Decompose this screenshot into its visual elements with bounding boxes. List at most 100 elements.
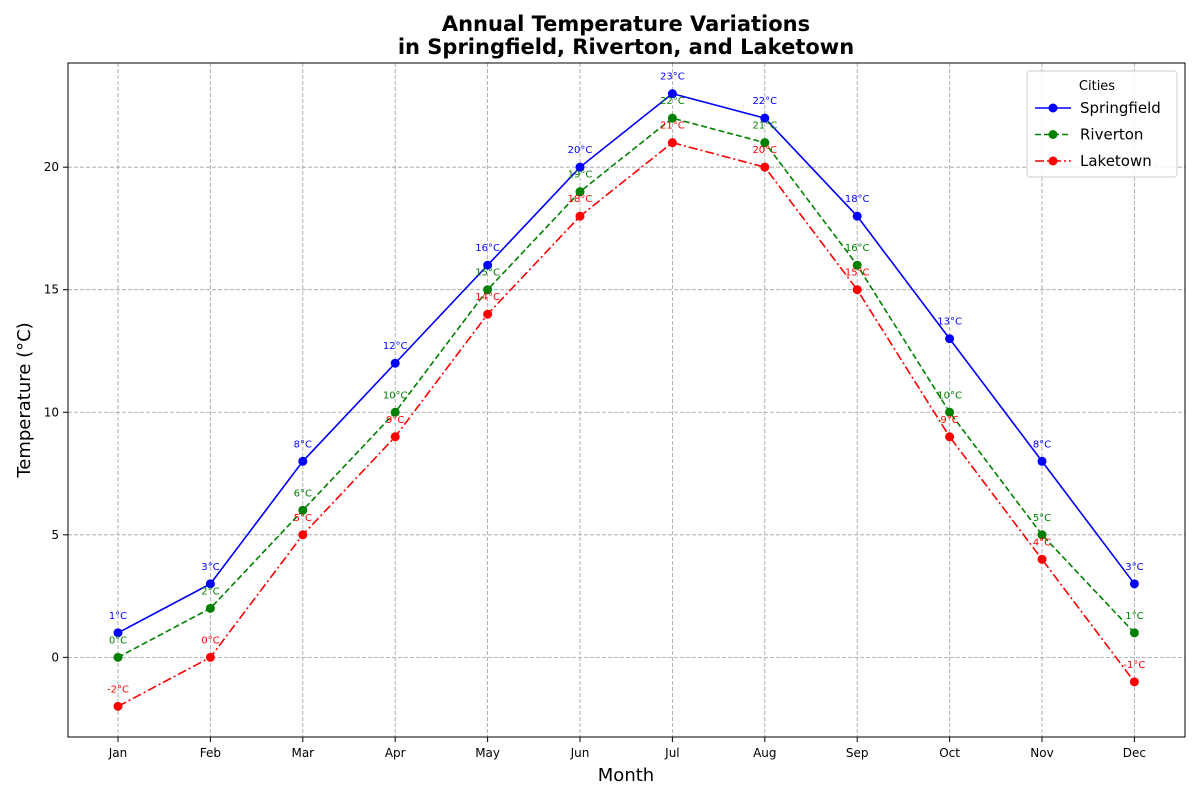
data-point-riverton: [298, 505, 308, 515]
data-point-springfield: [852, 211, 862, 221]
data-point-laketown: [1037, 554, 1047, 564]
data-point-riverton: [760, 138, 770, 148]
data-point-springfield: [298, 456, 308, 466]
x-tick-label: Aug: [753, 746, 776, 760]
data-point-riverton: [113, 652, 123, 662]
chart-title-line-1: Annual Temperature Variations: [442, 12, 810, 36]
legend-marker-springfield: [1048, 103, 1058, 113]
data-label-riverton: 21°C: [752, 121, 777, 132]
data-label-laketown: 18°C: [568, 194, 593, 205]
grid-lines: [68, 63, 1185, 737]
legend: Cities Springfield Riverton Laketown: [1026, 70, 1178, 178]
data-label-springfield: 3°C: [201, 562, 219, 573]
y-tick-label: 0: [51, 650, 59, 664]
x-tick-label: Oct: [939, 746, 960, 760]
data-label-springfield: 8°C: [294, 439, 312, 450]
x-tick-label: Jul: [664, 746, 679, 760]
chart-title-line-2: in Springfield, Riverton, and Laketown: [398, 35, 854, 59]
y-tick-label: 20: [44, 160, 59, 174]
x-tick-label: Sep: [846, 746, 869, 760]
data-label-laketown: 20°C: [752, 145, 777, 156]
data-label-laketown: 0°C: [201, 635, 219, 646]
x-axis-label: Month: [598, 765, 654, 786]
data-point-riverton: [1037, 530, 1047, 540]
data-label-springfield: 18°C: [845, 194, 870, 205]
data-label-springfield: 12°C: [383, 341, 408, 352]
legend-marker-riverton: [1048, 130, 1058, 139]
data-label-riverton: 1°C: [1125, 611, 1143, 622]
legend-label-springfield: Springfield: [1080, 99, 1161, 117]
legend-title: Cities: [1079, 79, 1115, 94]
data-label-riverton: 2°C: [201, 586, 219, 597]
data-label-laketown: 4°C: [1033, 537, 1051, 548]
data-point-laketown: [667, 138, 677, 148]
data-point-springfield: [1129, 579, 1139, 589]
data-label-laketown: 9°C: [940, 415, 958, 426]
data-point-springfield: [760, 113, 770, 123]
data-label-riverton: 10°C: [383, 390, 408, 401]
legend-box: [1026, 70, 1178, 178]
data-point-laketown: [205, 652, 215, 662]
data-label-springfield: 20°C: [568, 145, 593, 156]
legend-marker-laketown: [1048, 156, 1058, 166]
x-tick-label: Apr: [385, 746, 406, 760]
data-point-riverton: [390, 407, 400, 417]
data-label-laketown: -2°C: [107, 684, 129, 695]
data-point-springfield: [205, 579, 215, 589]
data-label-springfield: 23°C: [660, 72, 685, 83]
data-point-springfield: [1037, 456, 1047, 466]
data-label-springfield: 3°C: [1125, 562, 1143, 573]
data-series: [113, 89, 1139, 711]
series-line-springfield: [117, 92, 1136, 634]
data-point-laketown: [852, 285, 862, 295]
data-label-springfield: 1°C: [109, 611, 127, 622]
series-line-laketown: [117, 141, 1136, 708]
x-tick-label: Dec: [1123, 746, 1146, 760]
x-tick-label: May: [475, 746, 500, 760]
tick-labels: Jan Feb Mar Apr May Jun Jul Aug Sep Oct Nov Dec 0 5 10…: [44, 160, 1146, 760]
data-label-springfield: 13°C: [937, 317, 962, 328]
legend-label-laketown: Laketown: [1080, 152, 1152, 170]
data-label-riverton: 6°C: [294, 488, 312, 499]
data-label-riverton: 5°C: [1033, 513, 1051, 524]
data-point-laketown: [390, 432, 400, 442]
y-tick-label: 5: [51, 528, 59, 542]
data-point-laketown: [575, 211, 585, 221]
data-label-springfield: 22°C: [752, 96, 777, 107]
data-point-riverton: [483, 285, 493, 295]
data-label-laketown: 9°C: [386, 415, 404, 426]
data-point-laketown: [945, 432, 955, 442]
data-label-laketown: -1°C: [1123, 660, 1145, 671]
data-point-springfield: [113, 628, 123, 638]
data-label-springfield: 8°C: [1033, 439, 1051, 450]
data-label-laketown: 14°C: [475, 292, 500, 303]
y-tick-label: 15: [44, 283, 59, 297]
x-tick-label: Jun: [570, 746, 590, 760]
data-label-riverton: 16°C: [845, 243, 870, 254]
data-point-springfield: [667, 89, 677, 99]
data-point-springfield: [390, 358, 400, 368]
data-labels: 1°C 3°C 8°C 12°C 16°C 20°C 23°C 22°C 18°C 13°C 8°C…: [107, 72, 1145, 696]
data-point-riverton: [667, 113, 677, 123]
data-label-laketown: 15°C: [845, 268, 870, 279]
data-label-laketown: 5°C: [294, 513, 312, 524]
x-tick-label: Jan: [108, 746, 128, 760]
data-point-springfield: [483, 260, 493, 270]
data-point-riverton: [1129, 628, 1139, 638]
x-tick-label: Mar: [291, 746, 314, 760]
y-tick-label: 10: [44, 405, 59, 419]
data-point-laketown: [298, 530, 308, 540]
data-label-riverton: 0°C: [109, 635, 127, 646]
data-point-springfield: [945, 334, 955, 344]
data-label-riverton: 22°C: [660, 96, 685, 107]
series-line-riverton: [117, 117, 1135, 659]
data-point-laketown: [113, 701, 123, 711]
data-point-springfield: [575, 162, 585, 172]
data-point-riverton: [945, 407, 955, 417]
data-label-riverton: 10°C: [937, 390, 962, 401]
data-point-riverton: [205, 603, 215, 613]
plot-axes: [67, 62, 1186, 738]
data-label-springfield: 16°C: [475, 243, 500, 254]
